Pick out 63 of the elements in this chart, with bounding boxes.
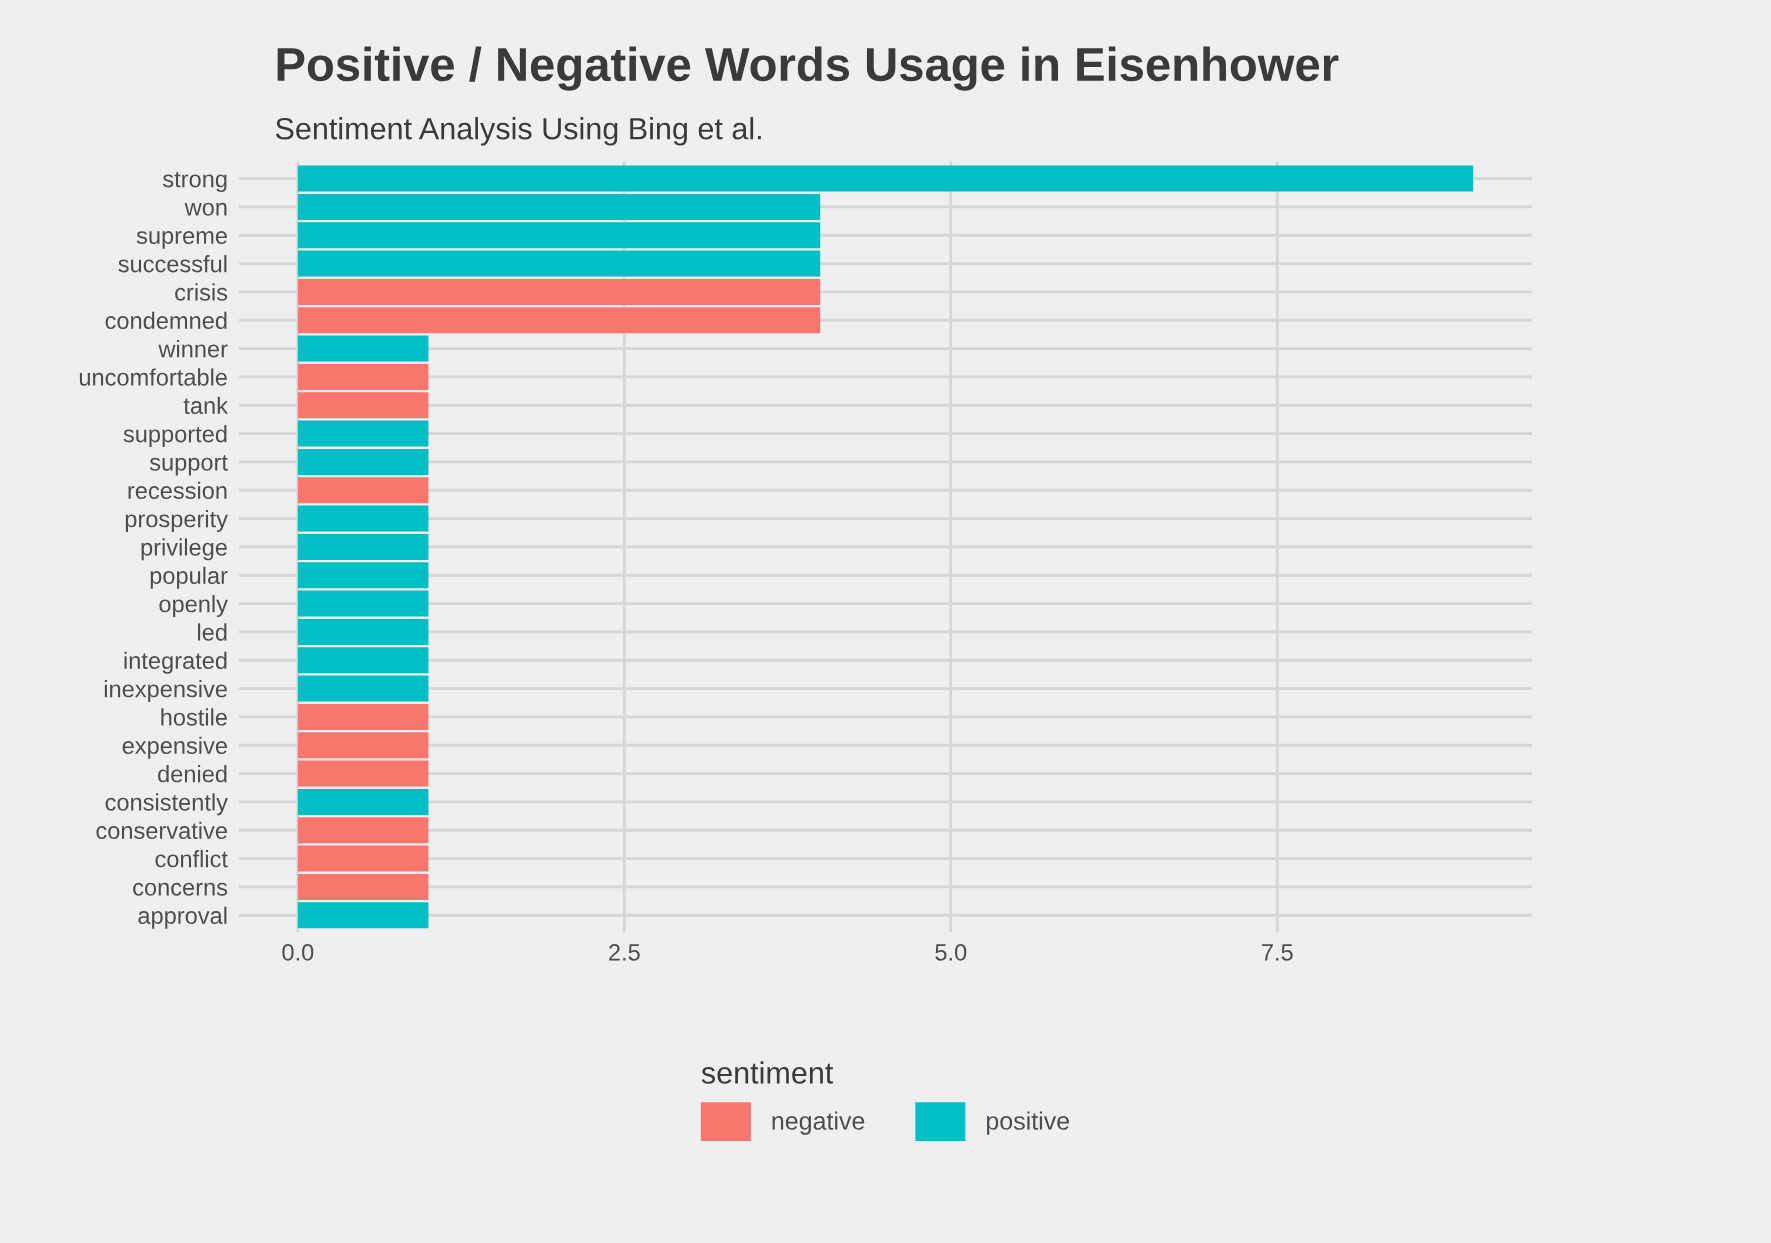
- y-tick-label: concerns: [133, 882, 228, 896]
- bar: [297, 307, 821, 334]
- bar: [297, 647, 429, 674]
- y-tick-label: condemned: [105, 311, 227, 330]
- y-tick-label: support: [149, 455, 228, 476]
- y-tick-label: strong: [163, 171, 227, 193]
- bar: [297, 505, 429, 532]
- y-tick-label: led: [198, 623, 227, 641]
- y-tick-label: privilege: [141, 538, 227, 561]
- bar: [297, 902, 429, 929]
- y-tick-label: crisis: [175, 283, 228, 301]
- bar: [297, 533, 429, 560]
- x-tick-label: 7.5: [1262, 944, 1293, 961]
- legend-label: positive: [986, 1111, 1070, 1135]
- chart-subtitle: Sentiment Analysis Using Bing et al.: [275, 117, 761, 146]
- bar: [297, 477, 429, 504]
- y-tick-label: won: [184, 202, 227, 216]
- y-tick-label: successful: [118, 255, 227, 273]
- y-tick-label: uncomfortable: [79, 368, 227, 386]
- bar: [297, 278, 821, 305]
- y-tick-label: winner: [158, 340, 228, 358]
- bar: [297, 420, 429, 447]
- chart-title: Positive / Negative Words Usage in Eisenhower: [277, 46, 1339, 91]
- bar: [297, 250, 821, 277]
- y-tick-label: integrated: [124, 651, 227, 674]
- legend-title: sentiment: [701, 1061, 834, 1084]
- bar: [297, 845, 429, 872]
- bar: [297, 873, 429, 900]
- y-tick-label: approval: [138, 906, 227, 929]
- y-tick-label: prosperity: [125, 510, 228, 533]
- y-tick-label: supreme: [136, 231, 227, 249]
- bar: [297, 392, 429, 419]
- bar: [297, 788, 429, 815]
- x-tick-label: 5.0: [935, 943, 967, 961]
- bar: [297, 732, 429, 759]
- bar: [297, 363, 429, 390]
- x-tick-label: 0.0: [282, 943, 314, 961]
- y-tick-label: popular: [150, 566, 228, 589]
- bar: [297, 165, 1474, 192]
- bar: [297, 222, 821, 249]
- y-tick-label: tank: [183, 396, 229, 415]
- bar: [297, 562, 429, 589]
- y-tick-label: denied: [158, 765, 227, 783]
- bar: [297, 193, 821, 220]
- y-tick-label: hostile: [161, 708, 227, 726]
- y-tick-label: conservative: [96, 821, 227, 840]
- legend-label: negative: [772, 1111, 865, 1135]
- bar: [297, 448, 429, 475]
- y-tick-label: consistently: [105, 793, 228, 816]
- x-tick-label: 2.5: [609, 943, 640, 961]
- bar: [297, 618, 429, 645]
- y-tick-label: expensive: [122, 736, 227, 759]
- y-tick-label: inexpensive: [104, 680, 227, 703]
- y-tick-label: supported: [123, 425, 227, 448]
- bar: [297, 590, 429, 617]
- bar: [297, 335, 429, 362]
- y-tick-label: conflict: [155, 850, 228, 868]
- bar: [297, 675, 429, 702]
- y-tick-label: recession: [128, 481, 227, 500]
- bar: [297, 817, 429, 844]
- bar: [297, 760, 429, 787]
- y-tick-label: openly: [159, 595, 228, 618]
- bar: [297, 703, 429, 730]
